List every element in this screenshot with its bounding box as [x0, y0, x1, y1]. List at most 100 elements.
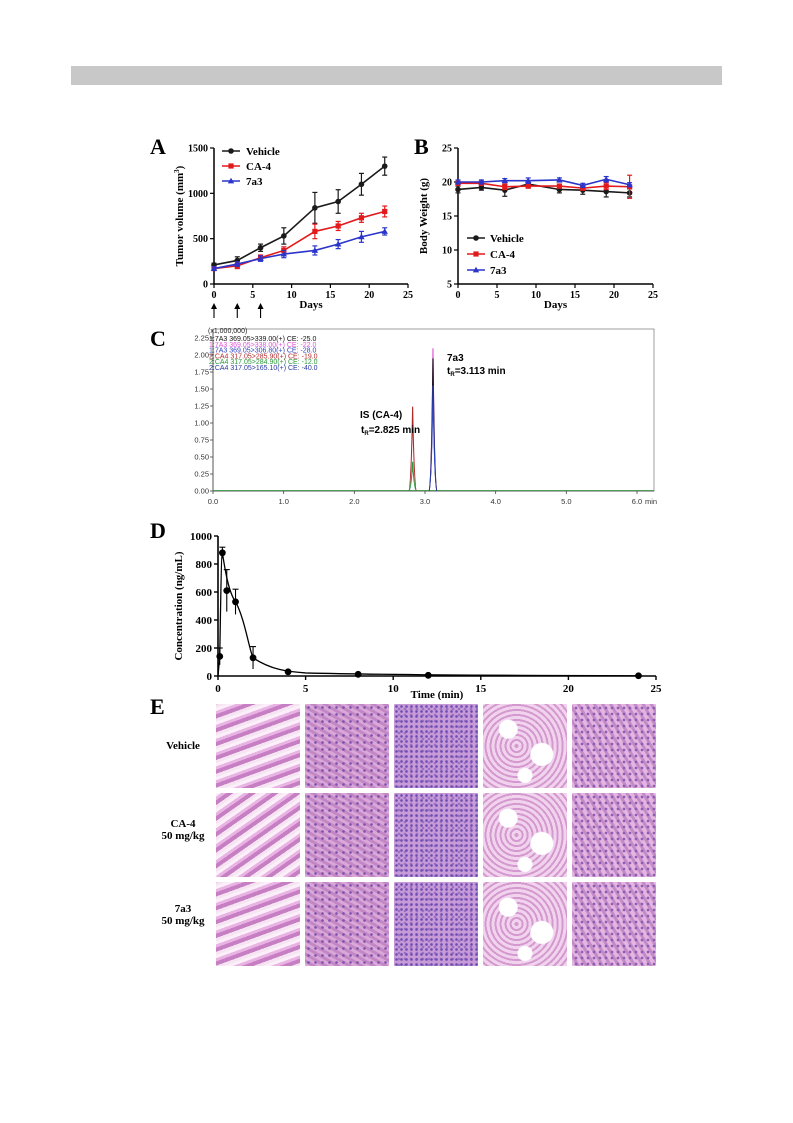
x-tick-label: 20	[609, 290, 619, 301]
retention-value: =2.825 min	[369, 425, 420, 436]
data-point	[284, 668, 292, 676]
row-label: 7a3	[174, 903, 192, 915]
histology-image-spleen	[394, 882, 478, 966]
chromatogram-peak	[428, 385, 438, 492]
data-point	[223, 587, 231, 594]
data-point	[234, 260, 241, 267]
transition-label: 2:CA4 317.05>284.90(+) CE: -12.0	[209, 359, 318, 366]
y-tick-label: 1.75	[194, 368, 209, 377]
data-point	[603, 183, 609, 189]
x-axis-label: Days	[544, 299, 568, 311]
data-point	[312, 228, 318, 235]
data-point	[381, 163, 388, 169]
data-point	[525, 177, 532, 184]
histology-row-label-7a3: 7a3 50 mg/kg	[150, 903, 216, 927]
data-point	[232, 598, 239, 606]
y-tick-label: 1500	[188, 144, 208, 155]
data-point	[580, 185, 586, 191]
x-unit-label: min	[645, 497, 657, 506]
legend-label: 7a3	[246, 176, 263, 188]
y-tick-label: 1.25	[194, 402, 209, 411]
data-point	[424, 671, 432, 679]
chromatogram-peak	[428, 358, 438, 492]
legend-marker	[228, 148, 234, 154]
data-point	[257, 244, 264, 251]
x-tick-label: 20	[364, 290, 374, 301]
x-tick-label: 4.0	[490, 497, 500, 506]
panel-label-d: D	[150, 518, 166, 543]
x-tick-label: 25	[403, 290, 413, 301]
histology-image-heart	[216, 793, 300, 877]
transition-label: 2:CA4 317.05>165.10(+) CE: -40.0	[209, 365, 318, 372]
legend-label: CA-4	[490, 249, 516, 261]
transition-label: 1:7A3 369.05>338.00(+) CE: -22.0	[209, 342, 317, 349]
y-tick-label: 10	[442, 246, 452, 257]
histology-image-liver	[305, 882, 389, 966]
y-tick-label: 0.75	[194, 436, 209, 445]
panel-label-c: C	[150, 326, 166, 351]
y-tick-label: 400	[196, 615, 213, 627]
histology-image-lung	[483, 704, 567, 788]
legend-marker	[227, 177, 235, 184]
chromatogram-chart: 0.0 1.0 2.0 3.0 4.0 5.0 6.0 min 0.00 0.25 0.50 0.75…	[194, 328, 657, 506]
histology-row-label-vehicle: Vehicle	[150, 740, 216, 752]
x-tick-label: 0	[456, 290, 461, 301]
data-point	[478, 178, 485, 185]
data-point	[635, 672, 642, 680]
data-point	[218, 549, 226, 557]
data-point	[358, 181, 365, 188]
histology-image-liver	[305, 704, 389, 788]
x-tick-label: 25	[651, 683, 663, 695]
legend-marker	[228, 163, 234, 169]
data-point	[249, 654, 257, 662]
y-tick-label: 15	[442, 212, 452, 223]
peak-label: IS (CA-4)	[360, 410, 402, 421]
fitted-curve	[217, 552, 639, 677]
y-tick-label: 25	[442, 144, 452, 155]
retention-subscript: R	[450, 372, 455, 378]
y-tick-label: 0	[203, 280, 208, 291]
row-dose: 50 mg/kg	[161, 830, 205, 842]
row-label: Vehicle	[166, 740, 200, 752]
data-point	[354, 670, 362, 678]
histology-image-lung	[483, 882, 567, 966]
x-tick-label: 5	[250, 290, 255, 301]
chromatogram-peak	[408, 461, 417, 492]
panel-label-a: A	[150, 134, 166, 159]
y-tick-label: 0.25	[194, 470, 209, 479]
data-point	[502, 184, 508, 190]
y-tick-label: 2.25	[194, 334, 209, 343]
series-line	[213, 165, 386, 266]
concentration-chart: 0 5 10 15 20 25 0 200 400 600 800 1000 Time (min) Con…	[173, 531, 663, 700]
data-point	[382, 208, 388, 215]
histology-image-spleen	[394, 704, 478, 788]
series-line	[213, 230, 385, 270]
legend-label: Vehicle	[490, 233, 524, 245]
y-axis-label: Body Weight (g)	[420, 178, 430, 255]
x-tick-label: 25	[648, 290, 658, 301]
x-tick-label: 0.0	[208, 497, 218, 506]
y-tick-label: 0	[207, 671, 213, 683]
x-tick-label: 15	[570, 290, 580, 301]
data-point	[312, 205, 318, 211]
x-tick-label: 5	[303, 683, 309, 695]
data-point	[556, 176, 563, 183]
x-tick-label: 10	[388, 683, 400, 695]
data-point	[501, 177, 508, 184]
x-tick-label: 10	[531, 290, 541, 301]
x-tick-label: 15	[475, 683, 487, 695]
x-axis-label: Days	[299, 299, 323, 311]
data-point	[626, 181, 633, 188]
tumor-volume-chart: 0 5 10 15 20 25 0 500 1000 1500 Days Tumor volume (…	[173, 144, 413, 318]
x-tick-label: 20	[563, 683, 575, 695]
data-point	[455, 186, 461, 193]
data-point	[335, 198, 341, 205]
chromatogram-peak	[408, 406, 418, 492]
series-line	[458, 178, 630, 187]
x-tick-label: 0	[212, 290, 217, 301]
data-point	[334, 240, 342, 247]
histology-row-label-ca4: CA-4 50 mg/kg	[150, 818, 216, 842]
x-tick-label: 3.0	[420, 497, 430, 506]
transition-label: 1:7A3 369.05>339.00(+) CE: -25.0	[209, 336, 317, 343]
x-tick-label: 5.0	[561, 497, 571, 506]
